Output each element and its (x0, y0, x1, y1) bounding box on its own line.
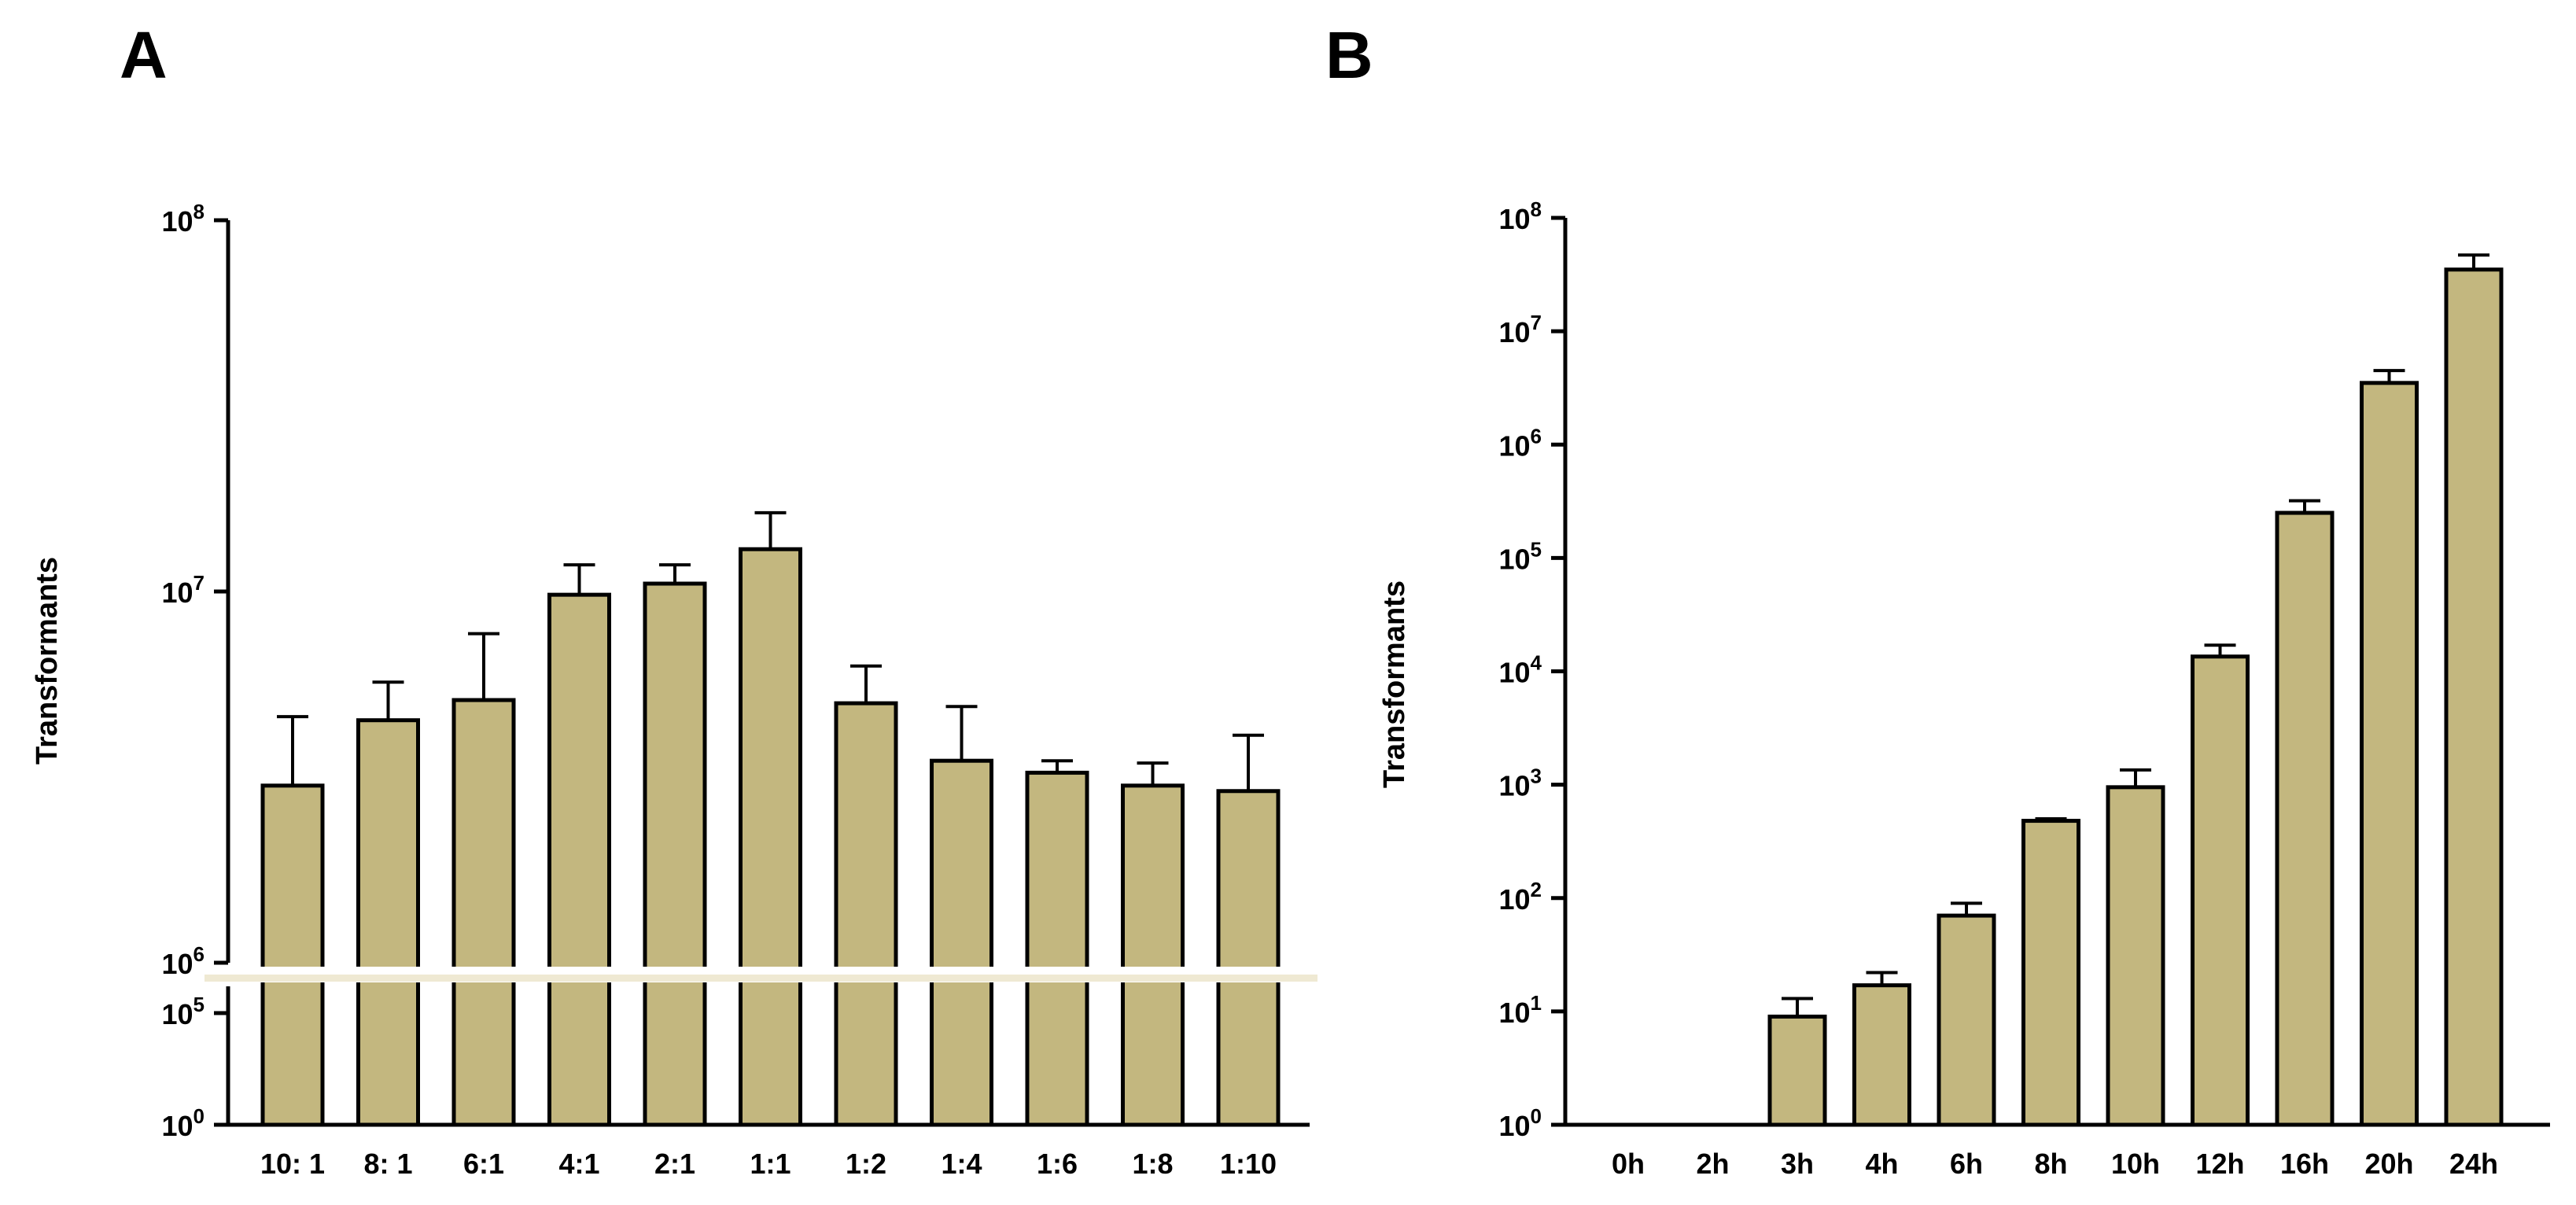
y-tick-label: 107 (1498, 311, 1542, 348)
y-tick-label: 105 (1498, 537, 1542, 575)
bar (547, 592, 611, 1127)
bar (1937, 913, 1996, 1127)
chart-a: 100 105 106 107 108 10: 1 8: 1 6:1 4:1 2:1 1:1 1:2 1… (31, 200, 1317, 1180)
bar (2275, 510, 2335, 1127)
bar (643, 581, 707, 1127)
y-tick-label: 108 (161, 200, 205, 238)
bar (451, 698, 516, 1127)
x-tick-label: 8: 1 (363, 1148, 412, 1180)
bar (739, 547, 802, 1127)
bar (2360, 381, 2419, 1127)
x-tick-label: 2:1 (654, 1148, 695, 1180)
bar (2444, 267, 2504, 1127)
y-tick-label: 108 (1498, 197, 1542, 235)
x-tick-label: 6:1 (463, 1148, 504, 1180)
bar (356, 718, 420, 1127)
bar (1121, 783, 1185, 1127)
x-tick-label: 10h (2111, 1148, 2160, 1180)
y-tick-label: 107 (161, 571, 205, 609)
x-tick-label: 1:1 (750, 1148, 790, 1180)
bar (834, 701, 898, 1127)
x-tick-label: 1:8 (1132, 1148, 1173, 1180)
bar (930, 758, 993, 1127)
x-tick-label: 6h (1950, 1148, 1983, 1180)
x-tick-label: 10: 1 (260, 1148, 325, 1180)
x-tick-label: 12h (2195, 1148, 2244, 1180)
bar (2191, 654, 2250, 1127)
y-tick-label: 101 (1498, 991, 1542, 1029)
x-tick-label: 0h (1612, 1148, 1645, 1180)
x-tick-label: 4:1 (558, 1148, 599, 1180)
bar (1216, 789, 1281, 1127)
chart-b: 100 101 102 103 104 105 106 107 108 0h 2h 3h 4h 6h 8h 1… (1378, 197, 2550, 1180)
x-tick-label: 1:2 (846, 1148, 886, 1180)
x-tick-label: 1:6 (1037, 1148, 1078, 1180)
bar (2021, 819, 2080, 1127)
y-tick-label: 100 (1498, 1104, 1542, 1142)
y-tick-label: 100 (161, 1104, 205, 1142)
bar (260, 783, 325, 1127)
panel-label-a: A (120, 18, 168, 92)
y-tick-label: 104 (1498, 651, 1542, 689)
bar (1767, 1014, 1827, 1127)
x-tick-label: 8h (2034, 1148, 2067, 1180)
x-tick-label: 24h (2449, 1148, 2498, 1180)
y-axis-title: Transformants (1378, 580, 1411, 788)
y-tick-label: 105 (161, 993, 205, 1030)
x-tick-label: 2h (1696, 1148, 1729, 1180)
panel-label-b: B (1325, 18, 1373, 92)
y-tick-label: 103 (1498, 765, 1542, 802)
bar (1025, 770, 1089, 1127)
bar (2106, 785, 2165, 1127)
axis-break-band (205, 975, 1317, 982)
x-tick-label: 3h (1781, 1148, 1814, 1180)
x-tick-label: 1:10 (1220, 1148, 1277, 1180)
x-tick-label: 20h (2364, 1148, 2413, 1180)
y-tick-label: 102 (1498, 878, 1542, 916)
y-tick-label: 106 (1498, 424, 1542, 462)
y-tick-label: 106 (161, 942, 205, 980)
x-tick-label: 4h (1865, 1148, 1898, 1180)
x-tick-label: 16h (2280, 1148, 2329, 1180)
x-tick-label: 1:4 (941, 1148, 982, 1180)
y-axis-title: Transformants (31, 557, 64, 765)
bar (1852, 983, 1911, 1127)
